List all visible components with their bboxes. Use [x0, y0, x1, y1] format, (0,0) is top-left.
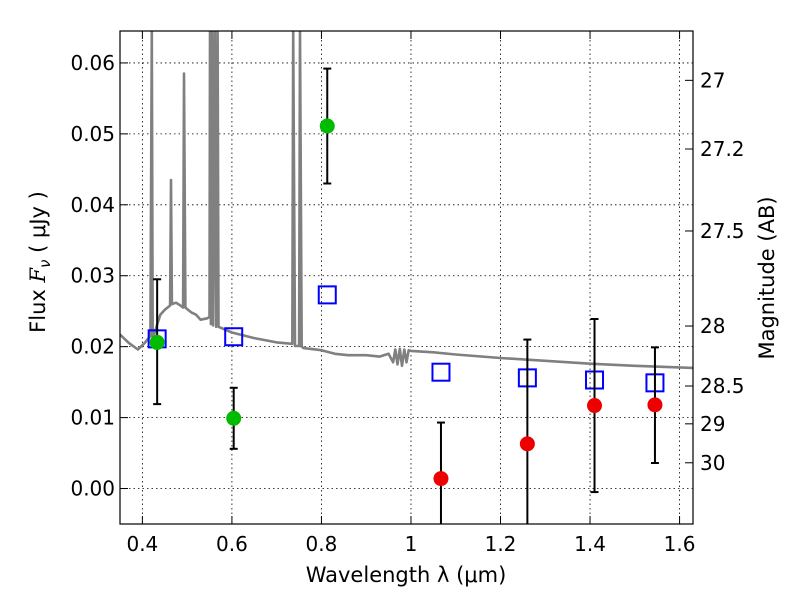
- y2-tick-label: 28.5: [700, 374, 745, 398]
- model-square-point: [431, 362, 451, 382]
- y-tick-label: 0.00: [70, 477, 115, 501]
- y2-axis-title: Magnitude (AB): [755, 196, 779, 359]
- y-axis-title-symbol: F: [26, 267, 50, 284]
- y-tick-label: 0.06: [70, 51, 115, 75]
- y2-tick-label: 30: [700, 451, 725, 475]
- observed-flux-point: [519, 436, 535, 452]
- y-axis-title: Flux Fν ( μJy ): [26, 191, 54, 333]
- y2-tick-label: 28: [700, 314, 725, 338]
- y2-tick-label: 27.2: [700, 137, 745, 161]
- observed-flux-point: [433, 471, 449, 487]
- model-square-point: [224, 327, 244, 347]
- y-axis-title-subscript: ν: [36, 260, 54, 268]
- observed-flux-point: [226, 410, 242, 426]
- y2-tick-label: 27.5: [700, 219, 745, 243]
- y2-tick-label: 29: [700, 412, 725, 436]
- grid: [120, 31, 693, 524]
- observed-flux-point: [647, 397, 663, 413]
- x-tick-label: 1.4: [574, 532, 606, 556]
- x-axis-title: Wavelength λ (μm): [306, 563, 507, 587]
- x-tick-label: 1.2: [485, 532, 517, 556]
- plot-area: [120, 31, 693, 524]
- y-tick-label: 0.05: [70, 122, 115, 146]
- observed-flux-point: [149, 334, 165, 350]
- y-tick-label: 0.04: [70, 193, 115, 217]
- y-axis-title-unit: ( μJy ): [26, 191, 50, 259]
- observed-flux-point: [319, 118, 335, 134]
- spectrum-line: [120, 31, 693, 370]
- plot-frame: [119, 30, 694, 525]
- y-tick-label: 0.01: [70, 406, 115, 430]
- axes: 0.4 0.6 0.8 1 1.2 1.4 1.6 0.00 0.01 0.02 0.03 0.04 0…: [70, 31, 745, 556]
- y-axis-title-prefix: Flux: [26, 283, 50, 333]
- y2-tick-label: 27: [700, 68, 725, 92]
- x-tick-label: 1.6: [664, 532, 696, 556]
- observed-flux-point: [587, 398, 603, 414]
- x-tick-label: 1: [405, 532, 418, 556]
- x-tick-label: 0.8: [306, 532, 338, 556]
- model-square-point: [317, 285, 337, 305]
- x-tick-label: 0.6: [216, 532, 248, 556]
- y-tick-label: 0.03: [70, 264, 115, 288]
- x-tick-label: 0.4: [126, 532, 158, 556]
- y-tick-label: 0.02: [70, 335, 115, 359]
